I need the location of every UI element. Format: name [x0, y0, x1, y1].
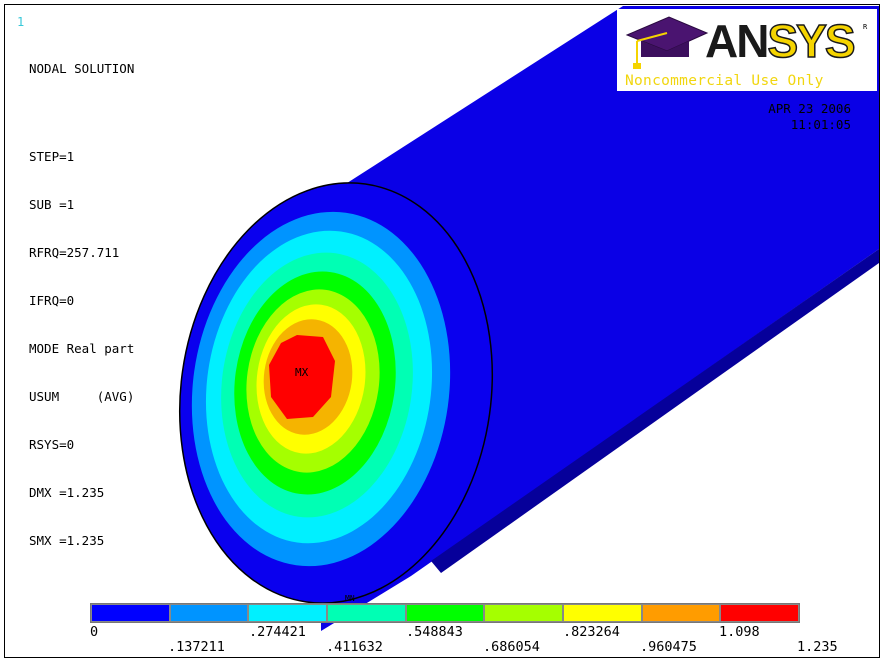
- min-marker: MN: [345, 594, 355, 603]
- info-line: DMX =1.235: [29, 485, 105, 500]
- info-spacer: [29, 109, 134, 117]
- date-text: APR 23 2006: [768, 101, 851, 116]
- solution-info: NODAL SOLUTION STEP=1 SUB =1 RFRQ=257.71…: [29, 29, 134, 581]
- info-line: RSYS=0: [29, 437, 75, 452]
- legend-color-cell: [92, 605, 169, 621]
- legend-color-cell: [642, 605, 720, 621]
- legend-label: .274421: [249, 624, 306, 640]
- legend-label: .686054: [483, 639, 540, 655]
- trademark-mark: R: [863, 23, 868, 31]
- legend-label: 0: [90, 624, 99, 640]
- legend-color-cell: [564, 605, 641, 621]
- contour-max-region: [269, 335, 335, 419]
- legend-color-cell: [170, 605, 248, 621]
- legend-label: .960475: [640, 639, 697, 655]
- cylinder-body-shade: [431, 249, 879, 573]
- max-marker: MX: [295, 366, 309, 379]
- window-number: 1: [17, 15, 25, 29]
- legend-label: .548843: [406, 624, 463, 640]
- timestamp: APR 23 2006 11:01:05: [768, 101, 851, 133]
- info-line: NODAL SOLUTION: [29, 61, 135, 76]
- cylinder-model: MX MN: [178, 6, 879, 631]
- info-line: MODE Real part: [29, 341, 135, 356]
- legend-color-cell: [249, 605, 327, 621]
- info-line: USUM (AVG): [29, 389, 135, 404]
- info-line: IFRQ=0: [29, 293, 75, 308]
- info-line: STEP=1: [29, 149, 75, 164]
- info-line: SMX =1.235: [29, 533, 105, 548]
- legend-label: .137211: [168, 639, 225, 655]
- legend-label: 1.098: [719, 624, 760, 640]
- noncommercial-notice: Noncommercial Use Only: [625, 73, 824, 89]
- legend-label: .411632: [326, 639, 383, 655]
- graphics-window[interactable]: MX MN 1 NODAL SOLUTION STEP=1 SUB =1 RFR…: [4, 4, 880, 658]
- graduation-cap-icon: [625, 16, 709, 69]
- legend-color-cell: [328, 605, 405, 621]
- legend-color-cell: [406, 605, 484, 621]
- logo-wordmark: ANSYS: [705, 14, 856, 68]
- contour-legend-bar: [90, 603, 800, 623]
- legend-color-cell: [485, 605, 563, 621]
- legend-label: 1.235: [797, 639, 838, 655]
- info-line: RFRQ=257.711: [29, 245, 120, 260]
- info-line: SUB =1: [29, 197, 75, 212]
- ansys-logo: ANSYS R Noncommercial Use Only: [617, 9, 877, 91]
- legend-label: .823264: [563, 624, 620, 640]
- time-text: 11:01:05: [790, 117, 851, 132]
- legend-color-cell: [721, 605, 799, 621]
